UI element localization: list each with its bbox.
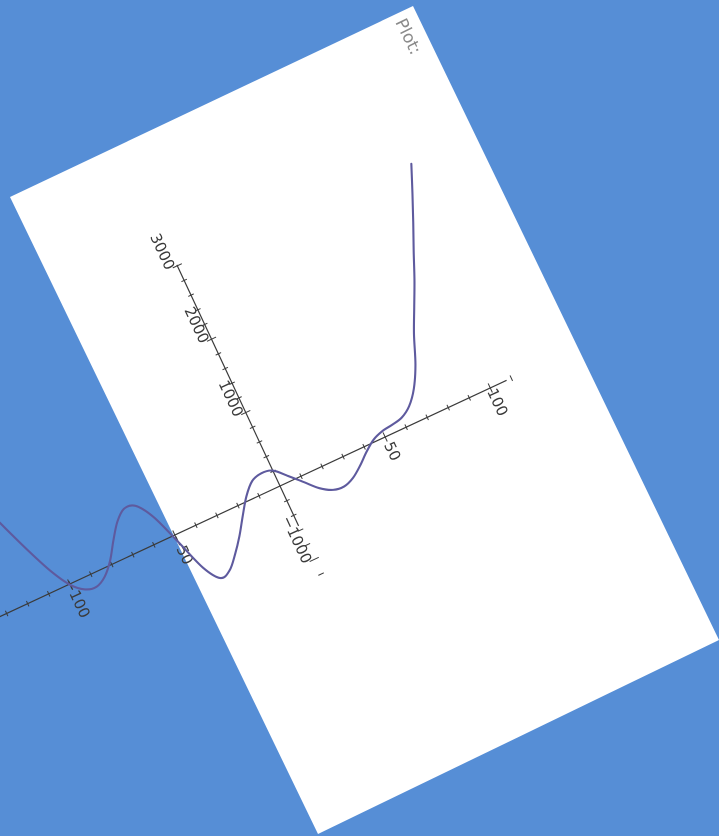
y-tick-mark <box>297 528 304 532</box>
y-tick-mark <box>201 322 208 327</box>
y-tick-mark <box>188 293 194 297</box>
x-tick-mark <box>446 404 450 411</box>
x-tick-mark <box>341 453 345 460</box>
x-tick-mark <box>152 541 156 548</box>
y-tick-mark <box>290 513 297 518</box>
y-tick-mark <box>283 498 290 503</box>
y-tick-mark <box>181 278 188 283</box>
x-tick-mark <box>131 551 135 558</box>
x-tick-mark <box>257 492 261 499</box>
y-tick-mark <box>206 336 217 342</box>
x-tick-mark <box>382 432 388 442</box>
y-axis-line <box>176 264 300 527</box>
x-tick-mark <box>509 375 514 382</box>
y-tick-mark <box>304 543 311 547</box>
x-tick-mark <box>236 502 240 509</box>
y-axis <box>176 264 300 527</box>
x-tick-mark <box>110 561 114 568</box>
y-tick-mark <box>249 425 256 429</box>
x-tick-mark <box>4 610 9 617</box>
y-tick-mark <box>263 454 270 459</box>
x-tick-mark <box>487 383 493 393</box>
y-tick-mark <box>222 366 229 371</box>
x-tick-mark <box>46 590 51 597</box>
y-tick-mark <box>318 572 325 576</box>
tick-marks <box>4 263 514 617</box>
x-tick-mark <box>320 463 324 470</box>
y-tick-mark <box>215 352 222 356</box>
y-tick-mark <box>256 440 263 444</box>
y-tick-mark <box>172 263 183 269</box>
plot-card <box>10 6 719 834</box>
series-line <box>0 162 417 719</box>
y-tick-mark <box>241 410 251 416</box>
y-tick-mark <box>235 396 242 400</box>
x-tick-mark <box>25 600 30 607</box>
x-tick-mark <box>215 512 219 519</box>
y-tick-mark <box>194 308 201 312</box>
x-tick-mark <box>89 571 93 578</box>
x-tick-mark <box>404 424 408 431</box>
x-tick-mark <box>362 443 366 450</box>
x-axis <box>0 379 507 633</box>
x-tick-mark <box>467 394 471 401</box>
x-tick-mark <box>299 473 303 480</box>
x-axis-line <box>0 379 507 633</box>
y-tick-mark <box>309 556 319 562</box>
x-tick-mark <box>172 530 178 540</box>
x-tick-mark <box>425 414 429 421</box>
y-tick-mark <box>229 381 236 385</box>
x-tick-mark <box>194 522 198 529</box>
